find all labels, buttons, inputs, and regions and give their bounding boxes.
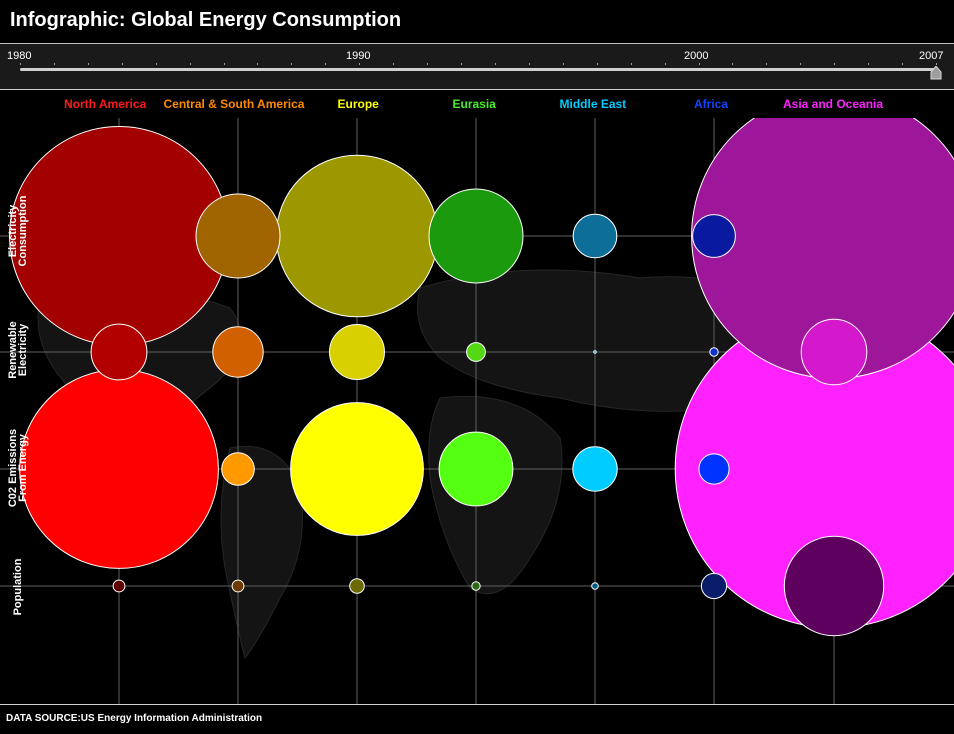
legend-item[interactable]: Europe: [337, 97, 379, 111]
timeline-slider-track[interactable]: [20, 68, 936, 71]
timeline-slider-handle[interactable]: [930, 66, 942, 80]
bubbles: [9, 118, 954, 637]
title-bar: Infographic: Global Energy Consumption: [0, 0, 954, 44]
timeline-tick: [427, 63, 429, 65]
timeline-tick: [359, 63, 361, 65]
timeline-tick: [596, 63, 598, 65]
timeline-tick: [291, 63, 293, 65]
bubble-middle-east-row2[interactable]: [572, 446, 618, 492]
timeline-tick: [902, 63, 904, 65]
timeline-tick: [325, 63, 327, 65]
bubble-africa-row2[interactable]: [698, 453, 730, 485]
bubble-north-america-row3[interactable]: [112, 579, 126, 593]
timeline-tick: [461, 63, 463, 65]
timeline-label-2000: 2000: [684, 50, 709, 62]
bubble-central-south-america-row0[interactable]: [195, 193, 281, 279]
data-source-text: DATA SOURCE:US Energy Information Admini…: [6, 713, 263, 724]
legend-item[interactable]: Central & South America: [163, 97, 305, 111]
timeline-tick: [732, 63, 734, 65]
timeline-tick: [53, 63, 55, 65]
bubble-chart: [0, 118, 954, 704]
bubble-north-america-row2[interactable]: [19, 369, 219, 569]
timeline-tick: [189, 63, 191, 65]
row-label-text: Population: [12, 558, 24, 616]
timeline-tick: [800, 63, 802, 65]
legend: North America Central & South America Euro…: [0, 90, 954, 118]
timeline-tick: [834, 63, 836, 65]
legend-item[interactable]: Eurasia: [452, 97, 496, 111]
timeline-tick: [155, 63, 157, 65]
timeline-label-start: 1980: [7, 50, 32, 62]
timeline-label-end: 2007: [919, 50, 944, 62]
timeline-tick: [121, 63, 123, 65]
timeline-bar: 1980 1990 2000 2007: [0, 44, 954, 90]
bubble-central-south-america-row3[interactable]: [231, 579, 245, 593]
row-label-text: Electricity Consumption: [7, 195, 29, 267]
bubble-europe-row0[interactable]: [275, 154, 439, 318]
timeline-tick: [936, 63, 937, 65]
bubble-eurasia-row1[interactable]: [466, 342, 486, 362]
bubble-asia-and-oceania-row3[interactable]: [783, 535, 885, 637]
timeline-tick: [562, 63, 564, 65]
legend-item[interactable]: North America: [64, 97, 147, 111]
bubble-africa-row0[interactable]: [692, 214, 736, 258]
row-label-text: C02 Emissions From Energy: [7, 428, 29, 508]
timeline-tick: [528, 63, 530, 65]
footer: DATA SOURCE:US Energy Information Admini…: [0, 704, 954, 734]
bubble-asia-and-oceania-row1[interactable]: [800, 318, 868, 386]
timeline-tick: [664, 63, 666, 65]
page-title: Infographic: Global Energy Consumption: [10, 9, 402, 31]
bubble-africa-row1[interactable]: [709, 347, 719, 357]
timeline-tick: [868, 63, 870, 65]
bubble-middle-east-row0[interactable]: [572, 213, 618, 259]
timeline-tick: [630, 63, 632, 65]
legend-item[interactable]: Middle East: [559, 97, 627, 111]
bubble-europe-row1[interactable]: [329, 324, 385, 380]
legend-item[interactable]: Africa: [694, 97, 729, 111]
timeline-tick: [494, 63, 496, 65]
timeline-tick: [698, 63, 700, 65]
timeline-tick: [393, 63, 395, 65]
bubble-eurasia-row3[interactable]: [471, 581, 481, 591]
timeline-tick: [20, 63, 21, 65]
timeline-tick: [87, 63, 89, 65]
bubble-europe-row2[interactable]: [290, 402, 424, 536]
row-label-text: Renewable Electricity: [7, 321, 29, 379]
timeline-tick: [766, 63, 768, 65]
bubble-eurasia-row0[interactable]: [428, 188, 524, 284]
legend-item[interactable]: Asia and Oceania: [783, 97, 884, 111]
bubble-north-america-row1[interactable]: [90, 323, 148, 381]
bubble-europe-row3[interactable]: [349, 578, 365, 594]
bubble-eurasia-row2[interactable]: [438, 431, 514, 507]
bubble-central-south-america-row2[interactable]: [221, 452, 255, 486]
timeline-tick: [257, 63, 259, 65]
chart-plot-area: Electricity Consumption Renewable Electri…: [0, 118, 954, 704]
bubble-central-south-america-row1[interactable]: [212, 326, 264, 378]
bubble-middle-east-row1[interactable]: [593, 350, 597, 354]
bubble-africa-row3[interactable]: [700, 572, 728, 600]
bubble-middle-east-row3[interactable]: [591, 582, 599, 590]
timeline-tick: [223, 63, 225, 65]
timeline-label-1990: 1990: [346, 50, 371, 62]
